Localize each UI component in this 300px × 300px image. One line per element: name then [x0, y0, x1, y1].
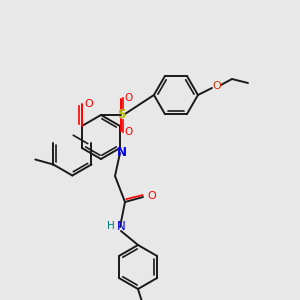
Text: O: O: [125, 93, 133, 103]
Text: S: S: [117, 107, 125, 121]
Text: O: O: [213, 81, 221, 91]
Text: O: O: [85, 99, 93, 109]
Text: O: O: [125, 127, 133, 137]
Text: N: N: [117, 146, 127, 160]
Text: O: O: [148, 191, 156, 201]
Text: H: H: [107, 221, 115, 231]
Text: N: N: [117, 220, 125, 233]
